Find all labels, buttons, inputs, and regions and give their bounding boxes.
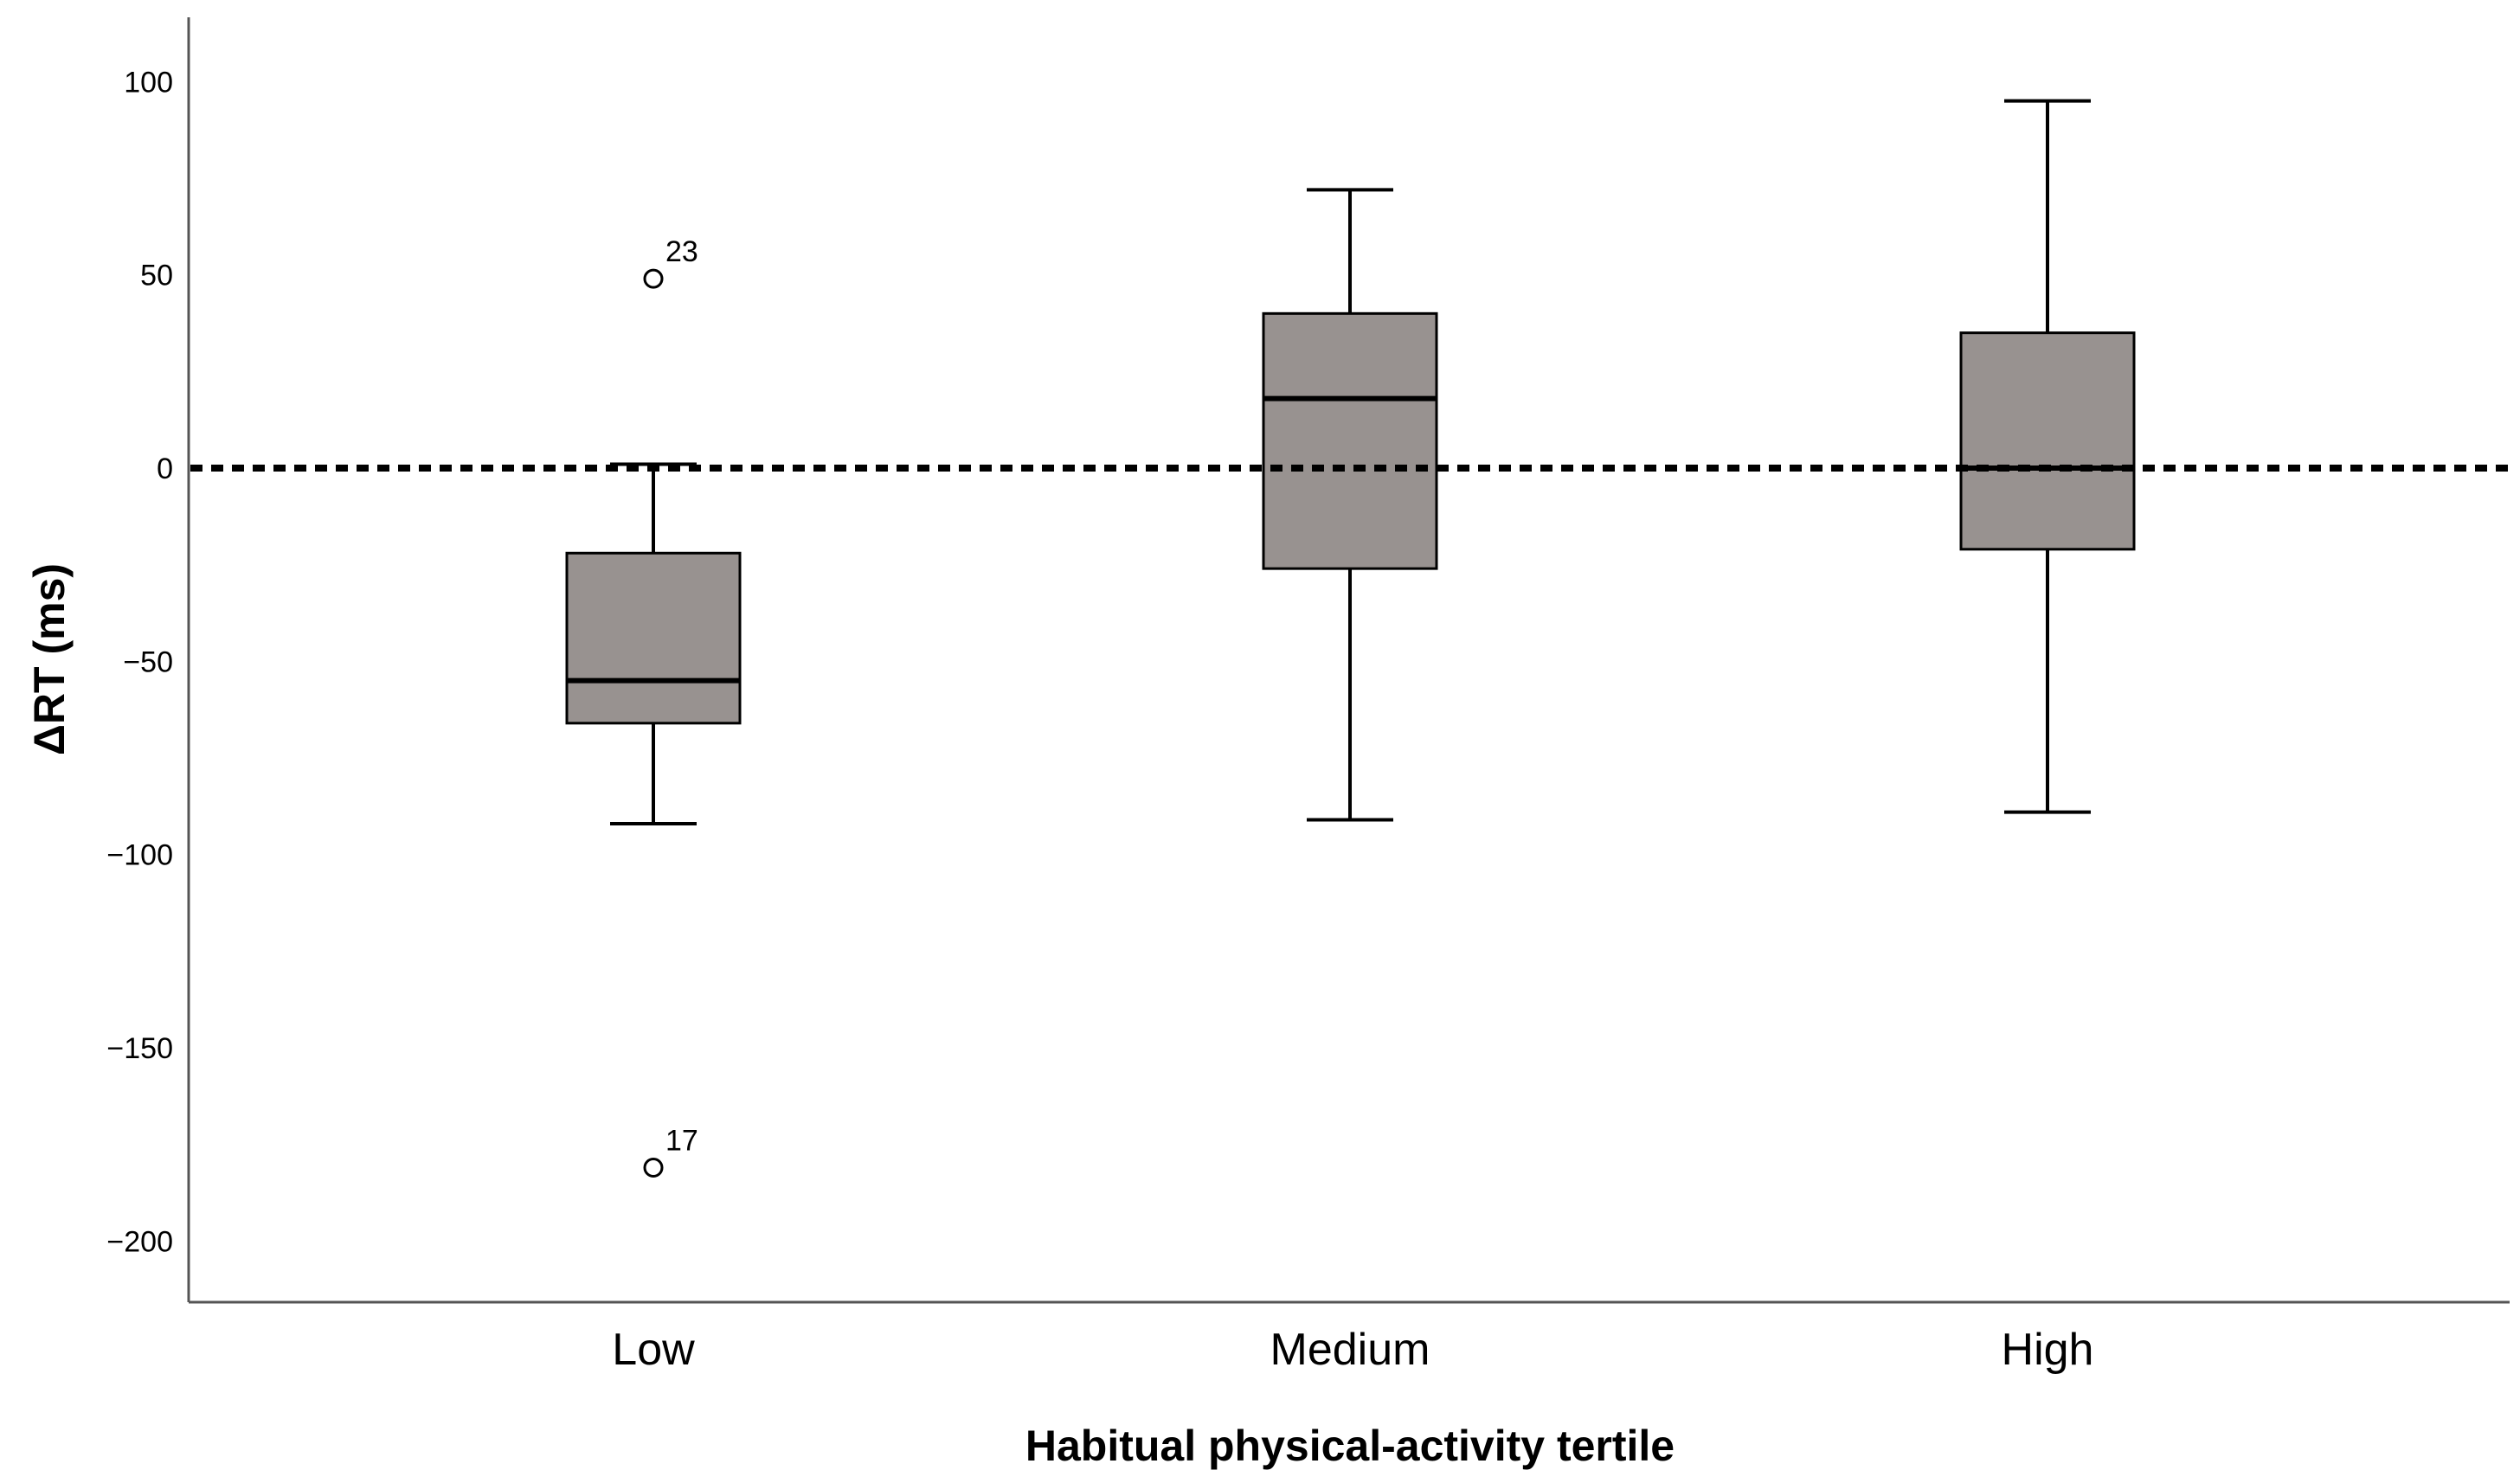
iqr-box [565, 551, 742, 725]
outlier-point [643, 1158, 664, 1178]
iqr-box [1959, 331, 2136, 551]
x-axis-title: Habitual physical‐activity tertile [1025, 1422, 1675, 1470]
outlier-label: 17 [665, 1125, 698, 1158]
x-category-label: High [2002, 1325, 2094, 1375]
x-category-label: Low [612, 1325, 695, 1375]
box-high [1959, 99, 2136, 814]
box-low: 23 17 [565, 235, 742, 1178]
outlier-label: 23 [665, 235, 698, 268]
y-tick-label: 0 [157, 453, 173, 485]
boxes: 23 17 [565, 99, 2136, 1178]
y-tick-label: 100 [124, 66, 173, 99]
y-tick-label: −200 [106, 1225, 173, 1258]
y-axis-title: ΔRT (ms) [25, 563, 74, 755]
y-tick-label: −150 [106, 1032, 173, 1065]
y-tick-label: −100 [106, 839, 173, 872]
y-tick-label: −50 [123, 645, 173, 678]
outlier-point [643, 268, 664, 289]
iqr-box [1262, 311, 1438, 570]
axes [187, 17, 2510, 1304]
x-category-labels: Low Medium High [612, 1325, 2093, 1375]
y-tick-labels: 100 50 0 −50 −100 −150 −200 [106, 66, 173, 1258]
y-tick-label: 50 [140, 260, 173, 292]
box-medium [1262, 188, 1438, 822]
x-category-label: Medium [1270, 1325, 1430, 1375]
